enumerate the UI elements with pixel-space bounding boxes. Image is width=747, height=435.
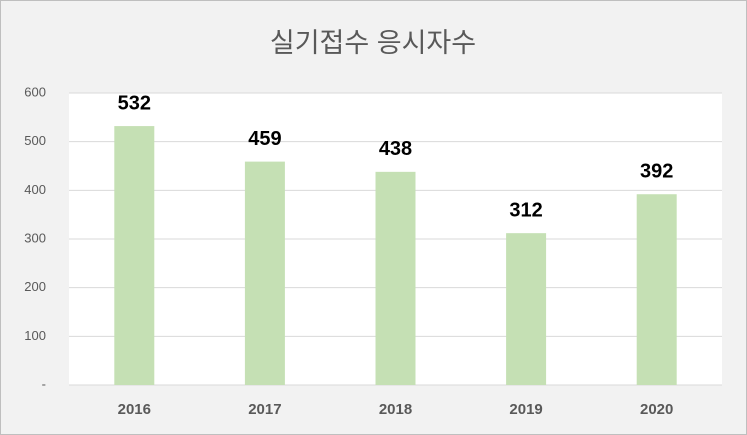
y-tick-label: 600 bbox=[24, 84, 46, 99]
x-tick-label: 2018 bbox=[379, 401, 412, 418]
y-tick-label: 400 bbox=[24, 182, 46, 197]
x-tick-label: 2020 bbox=[640, 401, 673, 418]
value-label: 438 bbox=[379, 138, 412, 160]
y-tick-label: - bbox=[42, 376, 46, 391]
y-tick-label: 200 bbox=[24, 279, 46, 294]
x-tick-label: 2017 bbox=[248, 401, 281, 418]
value-label: 312 bbox=[509, 199, 542, 221]
chart-title: 실기접수 응시자수 bbox=[270, 28, 476, 58]
bar bbox=[506, 233, 547, 385]
x-tick-label: 2016 bbox=[118, 401, 151, 418]
value-label: 532 bbox=[118, 92, 151, 114]
y-tick-label: 500 bbox=[24, 133, 46, 148]
bar bbox=[244, 161, 285, 385]
value-label: 459 bbox=[248, 128, 281, 150]
bar bbox=[375, 171, 416, 385]
value-label: 392 bbox=[640, 161, 673, 183]
y-tick-label: 300 bbox=[24, 230, 46, 245]
bar bbox=[636, 194, 677, 385]
bar bbox=[114, 126, 155, 386]
y-tick-label: 100 bbox=[24, 328, 46, 343]
x-tick-label: 2019 bbox=[509, 401, 542, 418]
